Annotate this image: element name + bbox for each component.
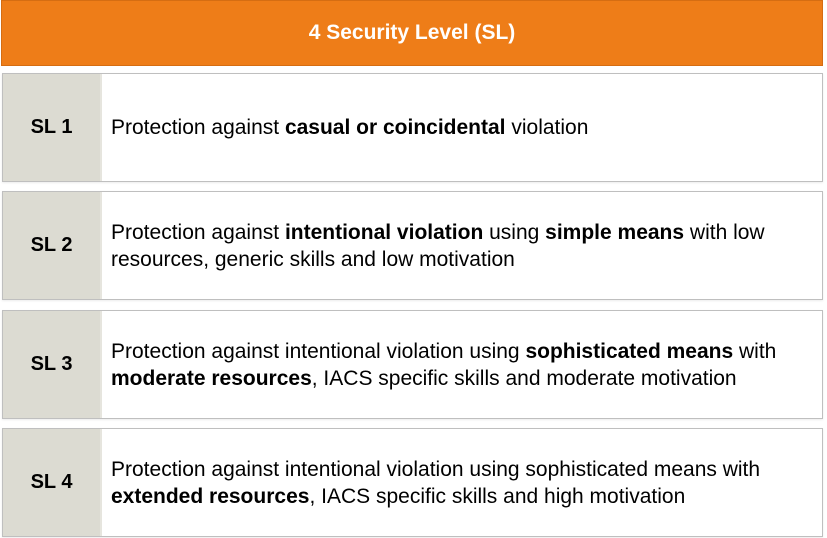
security-level-row-1: SL 1 Protection against casual or coinci… — [2, 73, 823, 182]
level-label: SL 1 — [30, 116, 73, 138]
level-label-cell: SL 4 — [3, 429, 102, 536]
description-emphasis: casual or coincidental — [284, 116, 506, 139]
description-text: with — [733, 339, 777, 363]
level-label: SL 2 — [30, 234, 73, 256]
description-emphasis: extended resources — [111, 484, 310, 508]
table-title: 4 Security Level (SL) — [308, 21, 516, 44]
table-header: 4 Security Level (SL) — [1, 0, 823, 66]
level-description-cell: Protection against intentional violation… — [102, 311, 822, 418]
level-description-cell: Protection against casual or coincidenta… — [102, 74, 822, 181]
description-emphasis: intentional violation — [284, 220, 484, 244]
description-text: violation — [505, 116, 589, 139]
level-label: SL 4 — [30, 471, 73, 493]
level-label-cell: SL 1 — [3, 74, 102, 181]
description-text: , IACS specific skills and high motivati… — [309, 484, 686, 508]
level-description: Protection against casual or coincidenta… — [111, 114, 588, 141]
description-emphasis: simple means — [545, 220, 685, 244]
description-text: with low resources, generic skills and l… — [111, 220, 765, 271]
level-description: Protection against intentional violation… — [111, 456, 812, 510]
security-level-row-3: SL 3 Protection against intentional viol… — [2, 310, 823, 419]
level-description: Protection against intentional violation… — [111, 338, 812, 392]
description-emphasis: moderate resources — [111, 366, 312, 390]
description-text: , IACS specific skills and moderate moti… — [311, 366, 737, 390]
level-label-cell: SL 3 — [3, 311, 102, 418]
description-emphasis: sophisticated means — [525, 339, 734, 363]
security-level-row-2: SL 2 Protection against intentional viol… — [2, 191, 823, 300]
level-description-cell: Protection against intentional violation… — [102, 429, 822, 536]
description-text: using — [483, 220, 546, 244]
description-text: Protection against — [111, 220, 285, 244]
description-text: Protection against intentional violation… — [111, 339, 526, 363]
level-description: Protection against intentional violation… — [111, 219, 812, 273]
level-label: SL 3 — [30, 353, 73, 375]
level-description-cell: Protection against intentional violation… — [102, 192, 822, 299]
description-text: Protection against intentional violation… — [111, 457, 761, 481]
level-label-cell: SL 2 — [3, 192, 102, 299]
security-level-row-4: SL 4 Protection against intentional viol… — [2, 428, 823, 537]
description-text: Protection against — [111, 116, 285, 139]
